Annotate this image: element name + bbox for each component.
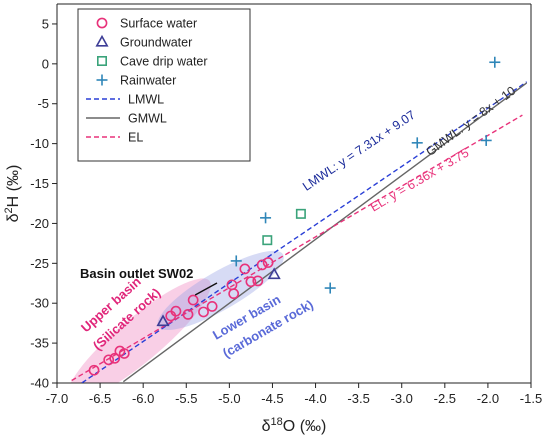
y-tick-label: -30 [30, 296, 49, 311]
legend-label: Surface water [120, 17, 197, 31]
data-points [88, 56, 501, 376]
x-tick-label: -3.0 [391, 391, 413, 406]
x-tick-label: -5.5 [175, 391, 197, 406]
x-tick-label: -6.0 [132, 391, 154, 406]
basin-outlet-label: Basin outlet SW02 [80, 266, 193, 281]
lmwl-line [81, 81, 528, 383]
surface-water-point [228, 288, 240, 300]
surface-water-point [239, 263, 251, 275]
cave-drip-water-point [262, 235, 273, 246]
legend-label: GMWL [128, 112, 167, 126]
surface-water-series [88, 257, 274, 376]
rainwater-point [260, 212, 272, 224]
y-tick-label: -10 [30, 136, 49, 151]
surface-water-point [170, 305, 182, 317]
legend-label: EL [128, 131, 143, 145]
surface-water-point [256, 259, 268, 271]
surface-water-point [245, 276, 257, 288]
basin-outlet-pointer [194, 282, 218, 296]
legend-label: LMWL [128, 93, 164, 107]
rainwater-series [230, 56, 501, 294]
surface-water-point [114, 345, 126, 357]
groundwater-point [156, 314, 170, 327]
x-axis-title: δ18O (‰) [262, 416, 327, 435]
surface-water-point [252, 275, 264, 287]
x-tick-label: -4.0 [304, 391, 326, 406]
y-tick-label: -40 [30, 376, 49, 391]
legend: Surface water Groundwater Cave drip water R… [77, 8, 251, 162]
upper-basin-region [66, 278, 211, 383]
x-tick-label: -7.0 [46, 391, 68, 406]
x-tick-label: -6.5 [89, 391, 111, 406]
legend-label: Rainwater [120, 74, 176, 88]
y-tick-label: 5 [42, 16, 49, 31]
el-line [71, 114, 523, 382]
groundwater-series [156, 267, 281, 327]
gmwl-line [122, 82, 528, 383]
lmwl-equation: LMWL: y = 7.31x + 9.07 [300, 108, 418, 194]
x-tick-label: -1.5 [520, 391, 542, 406]
groundwater-point [267, 267, 281, 280]
y-tick-label: -20 [30, 216, 49, 231]
el-equation: EL: y = 6.36x + 3.75 [368, 146, 472, 215]
x-tick-label: -5.0 [218, 391, 240, 406]
y-tick-label: -5 [37, 96, 49, 111]
axes: -7.0 -6.5 -6.0 -5.5 -5.0 -4.5 -4.0 -3.5 -3.0 -2.5… [3, 3, 542, 435]
rainwater-point [489, 56, 501, 68]
y-tick-label: -15 [30, 176, 49, 191]
x-tick-label: -2.5 [434, 391, 456, 406]
y-tick-label: 0 [42, 56, 49, 71]
y-tick-label: -25 [30, 256, 49, 271]
surface-water-point [103, 354, 115, 366]
surface-water-point [88, 364, 100, 376]
x-tick-label: -4.5 [261, 391, 283, 406]
legend-marker [96, 74, 108, 86]
gmwl-equation: GMWL: y = 8x + 10 [423, 84, 518, 159]
rainwater-point [480, 134, 492, 146]
surface-water-point [206, 301, 218, 312]
cave-drip-water-series [262, 208, 306, 246]
surface-water-point [187, 294, 199, 306]
legend-box [77, 8, 251, 162]
legend-marker [97, 55, 108, 66]
x-tick-label: -3.5 [347, 391, 369, 406]
surface-water-point [198, 306, 209, 318]
y-axis-title: δ2H (‰) [3, 165, 22, 223]
surface-water-point [262, 257, 274, 268]
legend-label: Groundwater [120, 36, 192, 50]
x-tick-label: -2.0 [477, 391, 499, 406]
cave-drip-water-point [295, 208, 306, 219]
rainwater-point [411, 137, 423, 149]
line-group [71, 81, 528, 383]
legend-marker [96, 17, 108, 29]
surface-water-point [109, 352, 121, 364]
regression-lines [71, 81, 528, 383]
legend-label: Cave drip water [120, 55, 208, 69]
legend-marker [95, 34, 109, 47]
rainwater-point [230, 255, 242, 267]
y-tick-label: -35 [30, 336, 49, 351]
surface-water-point [182, 308, 194, 320]
rainwater-point [324, 282, 336, 294]
